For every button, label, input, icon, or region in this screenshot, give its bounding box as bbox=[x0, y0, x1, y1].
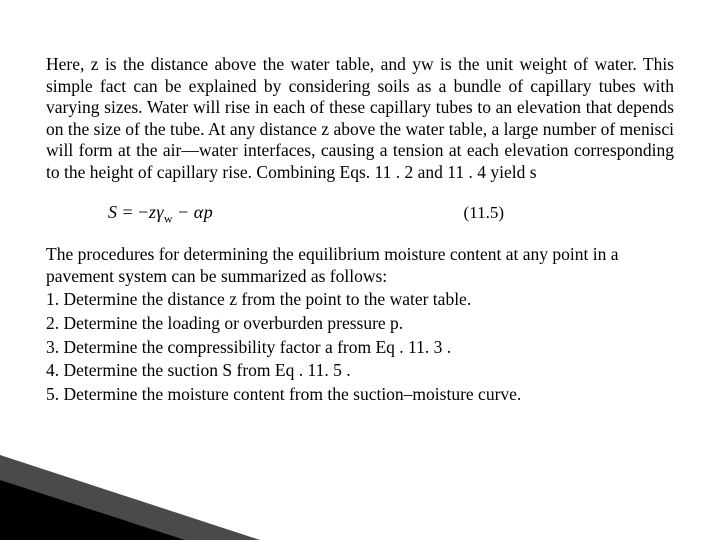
paragraph-procedures: The procedures for determining the equil… bbox=[46, 244, 674, 287]
corner-outer-path bbox=[0, 455, 260, 540]
eq-equals: = bbox=[123, 202, 134, 222]
eq-alpha: α bbox=[194, 202, 204, 222]
equation-number: (11.5) bbox=[464, 203, 674, 224]
step-2: 2. Determine the loading or overburden p… bbox=[46, 313, 674, 335]
eq-neg1: − bbox=[138, 202, 149, 222]
slide-content: Here, z is the distance above the water … bbox=[0, 0, 720, 405]
equation-formula: S = −zγw − αp bbox=[108, 201, 213, 226]
corner-decoration bbox=[0, 455, 260, 540]
eq-p: p bbox=[204, 202, 214, 222]
eq-sub-w: w bbox=[164, 212, 173, 226]
step-5: 5. Determine the moisture content from t… bbox=[46, 384, 674, 406]
eq-lhs: S bbox=[108, 202, 118, 222]
eq-gamma: γ bbox=[156, 202, 164, 222]
corner-inner-path bbox=[0, 480, 185, 540]
eq-minus: − bbox=[178, 202, 189, 222]
step-3: 3. Determine the compressibility factor … bbox=[46, 337, 674, 359]
paragraph-intro: Here, z is the distance above the water … bbox=[46, 54, 674, 183]
equation-row: S = −zγw − αp (11.5) bbox=[46, 201, 674, 226]
step-1: 1. Determine the distance z from the poi… bbox=[46, 289, 674, 311]
step-4: 4. Determine the suction S from Eq . 11.… bbox=[46, 360, 674, 382]
